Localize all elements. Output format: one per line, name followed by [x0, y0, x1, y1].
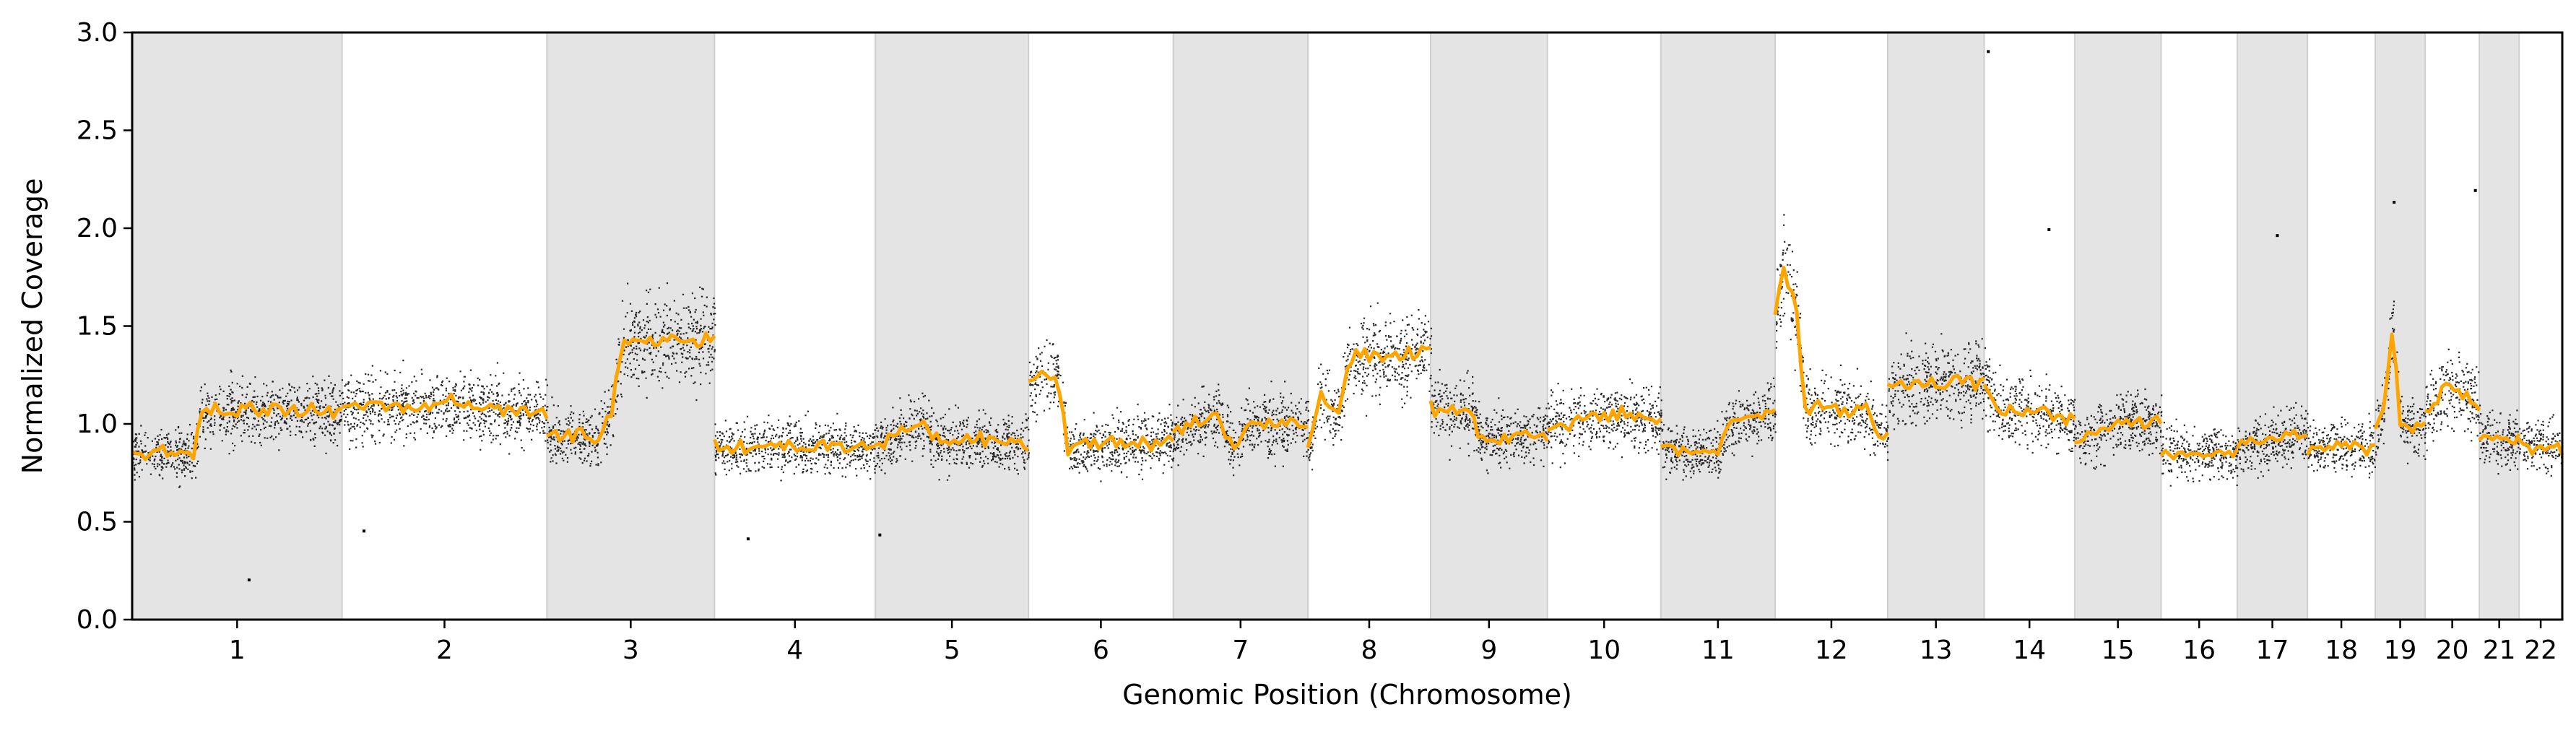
x-tick-label: 3 [623, 636, 639, 665]
segment-line-chr3 [546, 331, 716, 445]
x-tick-label: 16 [2182, 636, 2216, 665]
x-tick-label: 19 [2384, 636, 2417, 665]
segment-line-chr8 [1306, 344, 1431, 448]
y-tick-label: 2.0 [77, 214, 118, 243]
outlier-point [1987, 50, 1990, 53]
y-tick-label: 3.0 [77, 18, 118, 48]
segment-line-chr21 [2478, 433, 2521, 446]
x-axis-label: Genomic Position (Chromosome) [1122, 679, 1572, 711]
x-tick-label: 7 [1232, 636, 1249, 665]
segment-line-chr17 [2235, 428, 2308, 449]
coverage-points-chr2 [342, 360, 549, 455]
coverage-points-chr9 [1431, 368, 1549, 474]
segment-line-chr2 [342, 392, 549, 420]
segment-line-chr12 [1773, 266, 1889, 441]
chromosome-band-21 [2479, 32, 2520, 620]
chromosome-band-9 [1430, 32, 1548, 620]
x-tick-label: 20 [2436, 636, 2469, 665]
outlier-point [746, 537, 750, 541]
segment-line-chr1 [131, 400, 343, 461]
x-tick-label: 10 [1587, 636, 1621, 665]
coverage-points-chr13 [1888, 332, 1986, 430]
x-tick-label: 5 [944, 636, 960, 665]
coverage-points-chr3 [547, 282, 716, 467]
coverage-points-chr6 [1028, 339, 1175, 482]
outlier-point [878, 533, 882, 537]
chromosome-band-3 [547, 32, 715, 620]
x-tick-label: 14 [2013, 636, 2046, 665]
segment-lines [131, 266, 2564, 461]
x-tick-label: 11 [1701, 636, 1735, 665]
segment-line-chr11 [1660, 408, 1777, 458]
segment-line-chr7 [1171, 411, 1309, 451]
chromosome-band-17 [2237, 32, 2308, 620]
segment-line-chr13 [1886, 373, 1985, 392]
x-tick-label: 2 [436, 636, 453, 665]
outlier-point [2473, 188, 2477, 192]
coverage-points-chr21 [2479, 409, 2521, 475]
x-tick-label: 17 [2256, 636, 2289, 665]
axes-frame [131, 31, 2564, 621]
segment-line-chr5 [875, 419, 1030, 452]
x-tick-label: 18 [2325, 636, 2358, 665]
chromosome-bands [131, 32, 2520, 620]
coverage-points [132, 50, 2563, 582]
chromosome-band-1 [132, 32, 342, 620]
outlier-point [247, 578, 251, 582]
segment-line-chr18 [2305, 439, 2376, 457]
y-tick-label: 2.5 [77, 116, 118, 146]
coverage-points-chr7 [1173, 381, 1310, 477]
coverage-points-chr15 [2075, 388, 2163, 470]
y-axis-label: Normalized Coverage [17, 178, 48, 474]
segment-line-chr6 [1028, 369, 1175, 457]
chromosome-band-13 [1887, 32, 1985, 620]
x-tick-label: 8 [1361, 636, 1378, 665]
x-tick-label: 21 [2483, 636, 2516, 665]
segment-line-chr22 [2518, 438, 2564, 456]
x-tick-label: 4 [786, 636, 803, 665]
y-tick-label: 0.0 [77, 605, 118, 635]
chromosome-band-15 [2074, 32, 2161, 620]
segment-line-chr15 [2074, 415, 2163, 445]
coverage-points-chr20 [2425, 348, 2481, 451]
outlier-point [2276, 234, 2279, 238]
y-tick-label: 1.5 [77, 312, 118, 342]
coverage-points-chr8 [1308, 302, 1433, 471]
segment-line-chr19 [2373, 332, 2427, 435]
segment-line-chr16 [2159, 448, 2239, 461]
x-tick-label: 1 [229, 636, 246, 665]
y-tick-label: 0.5 [77, 508, 118, 537]
segment-line-chr4 [713, 438, 876, 456]
x-tick-label: 9 [1480, 636, 1497, 665]
segment-line-chr9 [1428, 400, 1549, 446]
y-tick-label: 1.0 [77, 409, 118, 439]
x-tick-label: 6 [1093, 636, 1109, 665]
y-axis-ticks: 0.0 0.5 1.0 1.5 2.0 2.5 3.0 [77, 18, 132, 635]
chromosome-band-5 [875, 32, 1029, 620]
x-tick-label: 22 [2524, 636, 2557, 665]
x-tick-label: 12 [1815, 636, 1848, 665]
coverage-points-chr17 [2237, 402, 2310, 479]
coverage-points-chr14 [1984, 347, 2076, 455]
x-axis-ticks: 1 2 3 4 5 6 7 8 9 10 11 12 13 14 15 16 17 18 19 20 21 22 [229, 620, 2557, 665]
chromosome-band-19 [2375, 32, 2426, 620]
chromosome-band-7 [1173, 32, 1308, 620]
segment-line-chr14 [1982, 383, 2076, 427]
coverage-points-chr10 [1547, 378, 1662, 469]
x-tick-label: 15 [2102, 636, 2135, 665]
segment-line-chr10 [1546, 404, 1662, 433]
coverage-points-chr4 [714, 410, 877, 482]
chromosome-band-11 [1660, 32, 1775, 620]
outlier-point [363, 529, 366, 533]
segment-line-chr20 [2424, 381, 2481, 414]
outlier-point [2393, 201, 2396, 204]
coverage-points-chr11 [1661, 377, 1777, 481]
outlier-point [2047, 228, 2051, 231]
x-tick-label: 13 [1920, 636, 1953, 665]
